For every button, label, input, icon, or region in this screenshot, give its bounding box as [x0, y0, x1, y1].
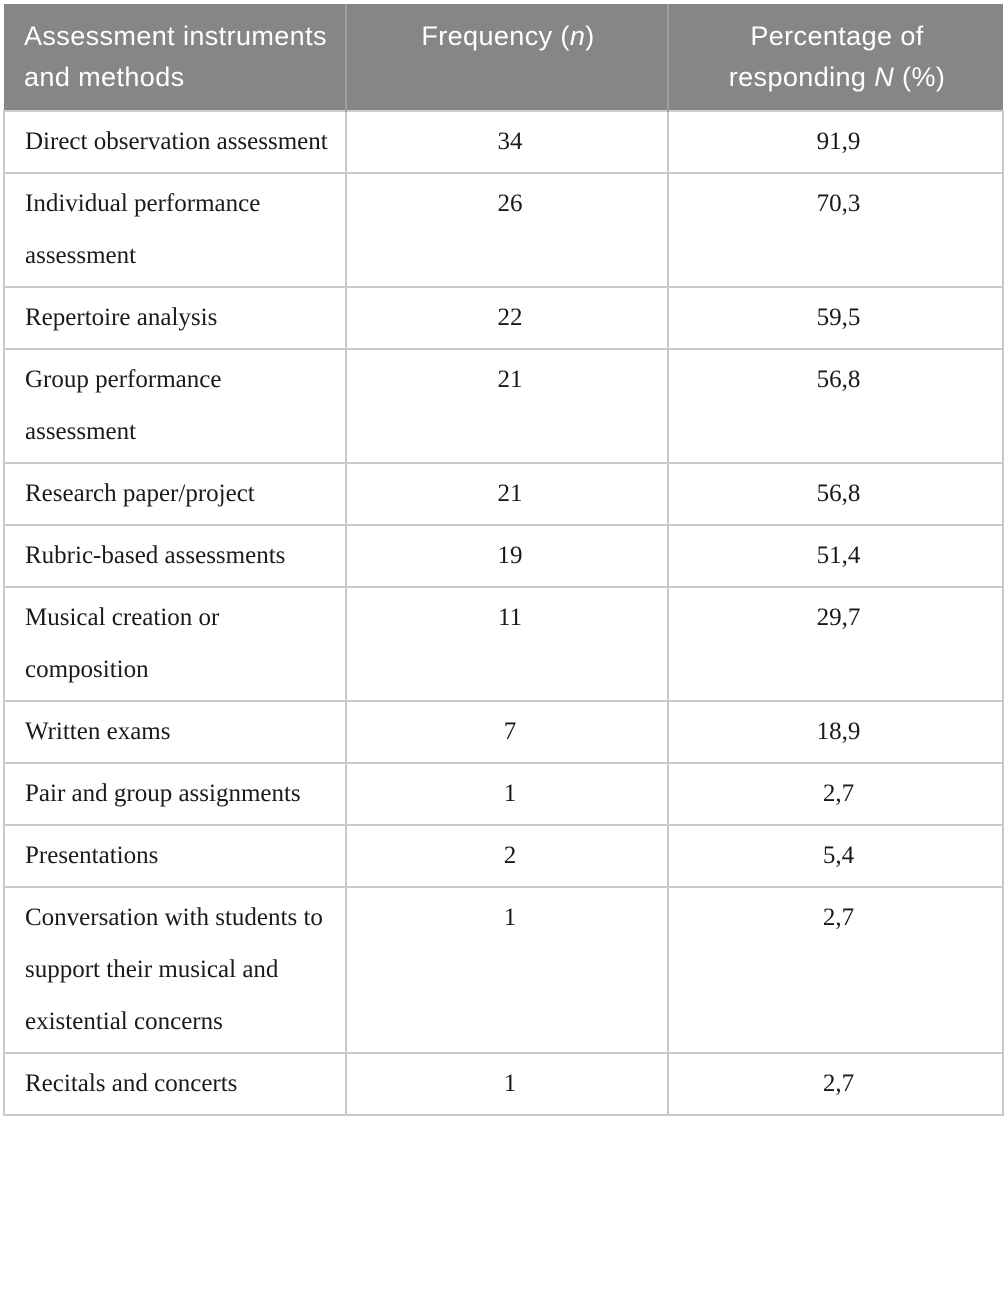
percentage-cell: 2,7 — [667, 762, 1004, 826]
table-row: Recitals and concerts 1 2,7 — [3, 1052, 1004, 1116]
method-cell: Direct observation assessment — [3, 110, 347, 174]
col-header-frequency-label: Frequency (n) — [421, 21, 595, 51]
percentage-cell: 51,4 — [667, 524, 1004, 588]
method-cell: Presentations — [3, 824, 347, 888]
frequency-cell: 1 — [345, 1052, 669, 1116]
frequency-cell: 7 — [345, 700, 669, 764]
percentage-cell: 2,7 — [667, 1052, 1004, 1116]
table-body: Direct observation assessment 34 91,9 In… — [3, 110, 1004, 1116]
frequency-cell: 1 — [345, 886, 669, 1054]
method-cell: Written exams — [3, 700, 347, 764]
frequency-cell: 22 — [345, 286, 669, 350]
method-cell: Individual performance assessment — [3, 172, 347, 288]
header-row: Assessment instruments and methods Frequ… — [4, 4, 1003, 111]
method-cell: Musical creation or composition — [3, 586, 347, 702]
percentage-cell: 56,8 — [667, 348, 1004, 464]
percentage-cell: 18,9 — [667, 700, 1004, 764]
table-row: Musical creation or composition 11 29,7 — [3, 586, 1004, 702]
method-cell: Pair and group assignments — [3, 762, 347, 826]
col-header-frequency: Frequency (n) — [345, 4, 668, 111]
percentage-cell: 91,9 — [667, 110, 1004, 174]
assessment-methods-table: Assessment instruments and methods Frequ… — [3, 4, 1004, 1116]
frequency-cell: 21 — [345, 462, 669, 526]
frequency-cell: 1 — [345, 762, 669, 826]
table-row: Rubric-based assessments 19 51,4 — [3, 524, 1004, 588]
method-cell: Repertoire analysis — [3, 286, 347, 350]
table-header: Assessment instruments and methods Frequ… — [4, 4, 1003, 111]
table-row: Research paper/project 21 56,8 — [3, 462, 1004, 526]
col-header-percentage-label: Percentage of responding N (%) — [728, 21, 946, 92]
method-cell: Group performance assessment — [3, 348, 347, 464]
frequency-cell: 21 — [345, 348, 669, 464]
table-row: Written exams 7 18,9 — [3, 700, 1004, 764]
percentage-cell: 5,4 — [667, 824, 1004, 888]
method-cell: Conversation with students to support th… — [3, 886, 347, 1054]
frequency-cell: 34 — [345, 110, 669, 174]
method-cell: Recitals and concerts — [3, 1052, 347, 1116]
percentage-cell: 2,7 — [667, 886, 1004, 1054]
percentage-cell: 56,8 — [667, 462, 1004, 526]
frequency-cell: 2 — [345, 824, 669, 888]
frequency-cell: 26 — [345, 172, 669, 288]
table-row: Conversation with students to support th… — [3, 886, 1004, 1054]
table-row: Direct observation assessment 34 91,9 — [3, 110, 1004, 174]
percentage-cell: 59,5 — [667, 286, 1004, 350]
method-cell: Research paper/project — [3, 462, 347, 526]
frequency-cell: 19 — [345, 524, 669, 588]
percentage-cell: 29,7 — [667, 586, 1004, 702]
frequency-cell: 11 — [345, 586, 669, 702]
table-row: Group performance assessment 21 56,8 — [3, 348, 1004, 464]
table-container: Assessment instruments and methods Frequ… — [3, 4, 1004, 1116]
col-header-percentage: Percentage of responding N (%) — [667, 4, 1003, 111]
table-row: Repertoire analysis 22 59,5 — [3, 286, 1004, 350]
percentage-cell: 70,3 — [667, 172, 1004, 288]
col-header-methods-label: Assessment instruments and methods — [24, 21, 327, 92]
table-row: Individual performance assessment 26 70,… — [3, 172, 1004, 288]
table-row: Pair and group assignments 1 2,7 — [3, 762, 1004, 826]
col-header-methods: Assessment instruments and methods — [4, 4, 346, 111]
method-cell: Rubric-based assessments — [3, 524, 347, 588]
table-row: Presentations 2 5,4 — [3, 824, 1004, 888]
